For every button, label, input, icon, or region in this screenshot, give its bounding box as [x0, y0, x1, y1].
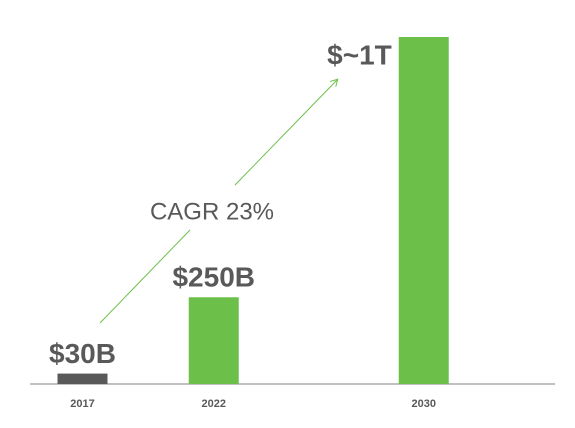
x-tick-label: 2017 [70, 398, 94, 410]
annotation: CAGR 23% [150, 198, 274, 225]
arrow [99, 229, 191, 324]
value-label: $~1T [327, 39, 392, 70]
value-label: $250B [172, 262, 255, 293]
x-tick-label: 2022 [202, 398, 226, 410]
bar [57, 373, 108, 384]
x-tick-label: 2030 [412, 398, 436, 410]
value-label: $30B [49, 338, 116, 369]
arrow [234, 80, 337, 186]
bar [188, 297, 239, 384]
bar [398, 37, 449, 384]
